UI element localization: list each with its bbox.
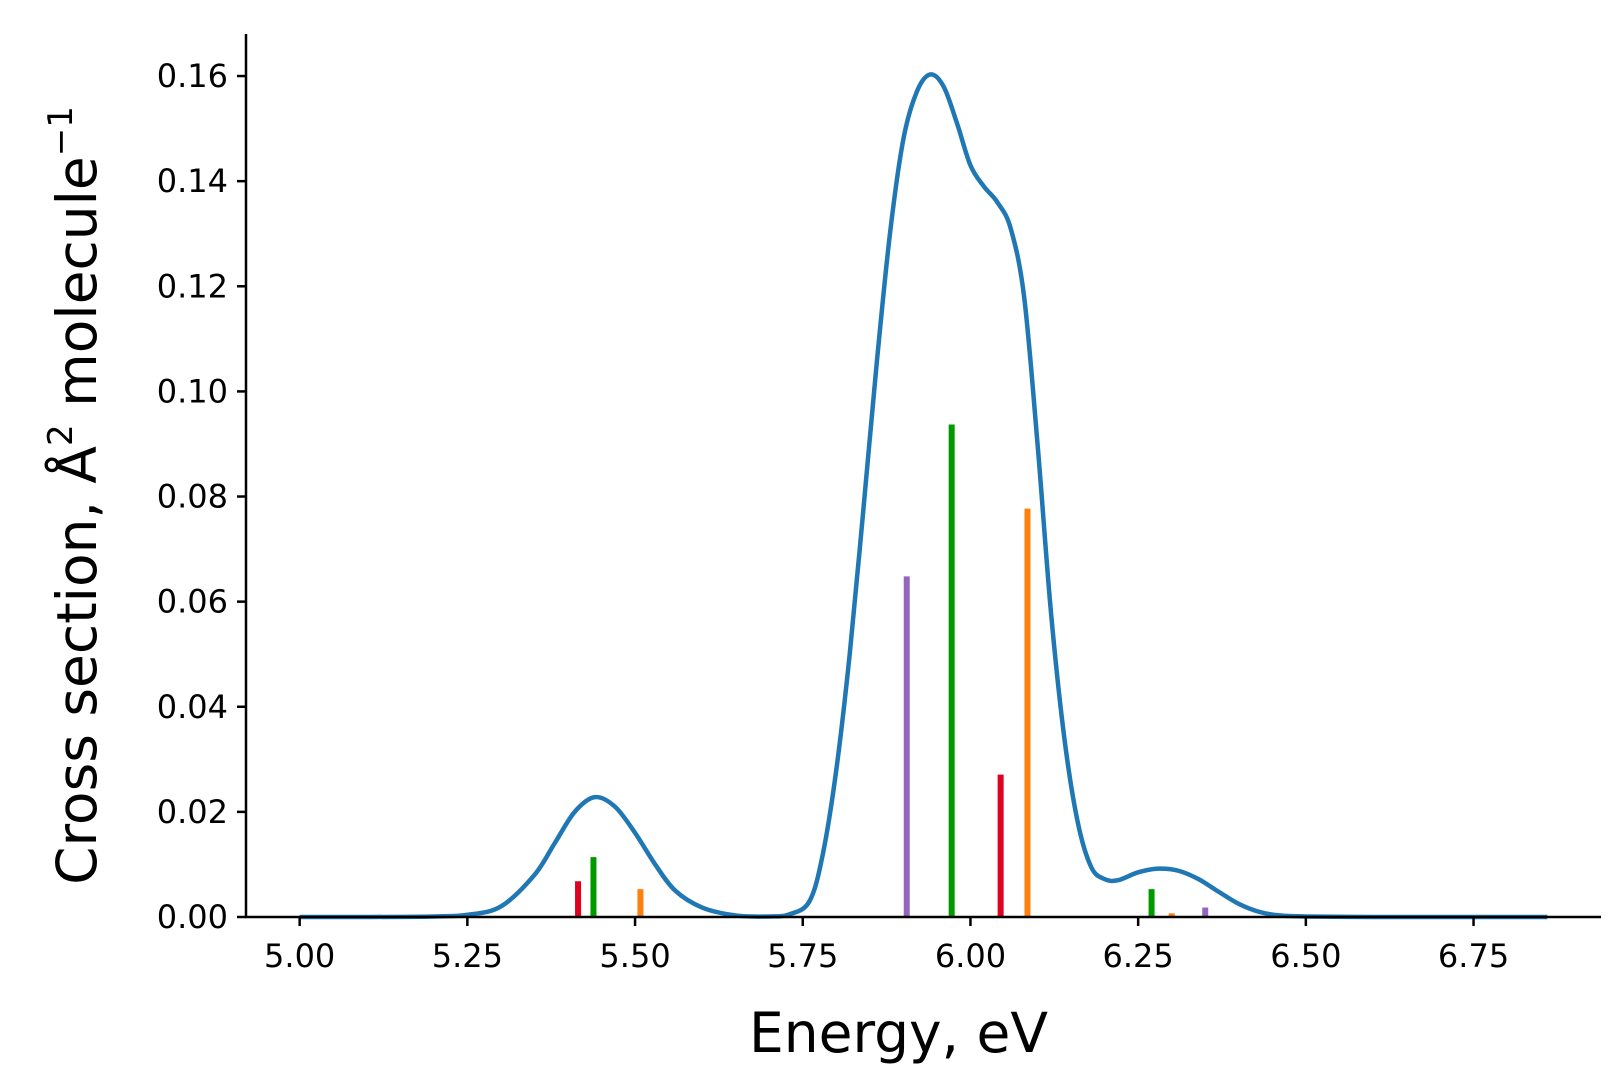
y-tick-label: 0.16 [157, 57, 228, 95]
y-axis-label: Cross section, Å2 molecule−1 [41, 106, 109, 885]
x-tick-label: 5.00 [264, 937, 335, 975]
x-tick-label: 5.50 [599, 937, 670, 975]
x-tick-label: 6.25 [1103, 937, 1174, 975]
y-axis-label-main: Cross section, Å [44, 446, 109, 885]
x-tick-label: 5.75 [767, 937, 838, 975]
y-axis-ticks: 0.00 0.02 0.04 0.06 0.08 0.10 0.12 0.14 0.16 [157, 57, 246, 936]
y-axis-label-sup-2: 2 [41, 424, 81, 446]
x-tick-label: 6.00 [935, 937, 1006, 975]
y-tick-label: 0.02 [157, 793, 228, 831]
x-axis-ticks: 5.00 5.25 5.50 5.75 6.00 6.25 6.50 6.75 [264, 917, 1509, 975]
x-axis-label: Energy, eV [749, 1001, 1048, 1065]
y-tick-label: 0.08 [157, 478, 228, 516]
y-tick-label: 0.04 [157, 688, 228, 726]
x-tick-label: 6.50 [1270, 937, 1341, 975]
stick-spectrum [575, 424, 1209, 917]
x-tick-label: 5.25 [432, 937, 503, 975]
y-tick-label: 0.10 [157, 372, 228, 410]
y-tick-label: 0.00 [157, 898, 228, 936]
x-tick-label: 6.75 [1438, 937, 1509, 975]
y-tick-label: 0.06 [157, 583, 228, 621]
spectrum-line [299, 72, 1548, 920]
y-axis-label-sup-minus-1: −1 [41, 106, 81, 156]
y-tick-label: 0.12 [157, 267, 228, 305]
y-axis-label-mid: molecule [45, 156, 109, 424]
y-tick-label: 0.14 [157, 162, 228, 200]
